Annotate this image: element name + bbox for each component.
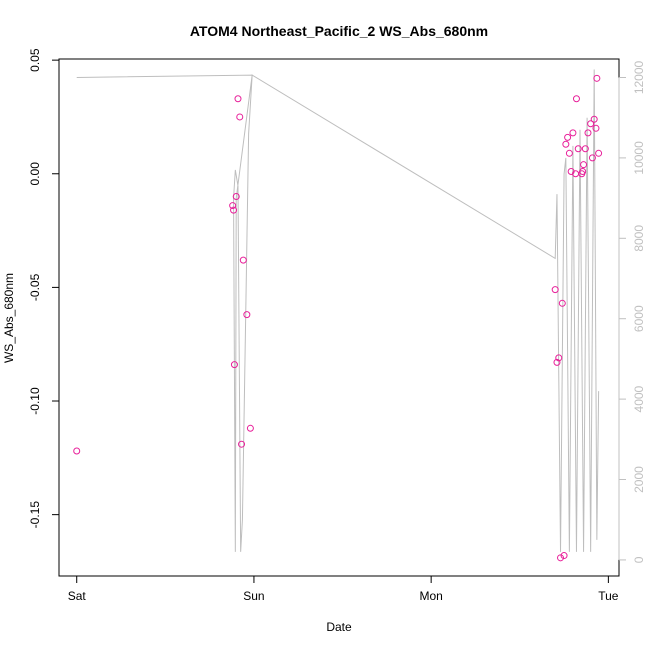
data-point	[560, 552, 568, 560]
data-point	[562, 140, 570, 148]
data-point	[588, 154, 596, 162]
y-tick-label: -0.15	[28, 501, 42, 529]
data-point	[569, 129, 577, 137]
x-tick-label: Sun	[243, 589, 264, 603]
y-axis-right: 0 2000 4000 6000 8000 10000 12000	[618, 60, 646, 563]
data-point	[574, 145, 582, 153]
x-tick-label: Sat	[68, 589, 87, 603]
data-point	[243, 311, 251, 319]
y2-tick-label: 6000	[632, 305, 646, 332]
y-tick-label: -0.10	[28, 387, 42, 415]
chart-title: ATOM4 Northeast_Pacific_2 WS_Abs_680nm	[190, 23, 488, 39]
data-point	[564, 133, 572, 141]
depth-line-layer	[76, 69, 600, 552]
y2-tick-label: 10000	[632, 141, 646, 175]
y-tick-label: 0.05	[28, 48, 42, 72]
x-axis: Sat Sun Mon Tue	[68, 575, 619, 603]
data-point	[246, 424, 254, 432]
plot-frame	[58, 58, 620, 577]
data-point	[557, 554, 565, 562]
data-point	[580, 161, 588, 169]
y-tick-label: 0.00	[28, 162, 42, 186]
data-point	[579, 167, 587, 175]
data-point	[595, 149, 603, 157]
data-point	[558, 299, 566, 307]
y2-tick-label: 4000	[632, 385, 646, 412]
data-point	[239, 256, 247, 264]
data-point	[234, 95, 242, 103]
data-point	[555, 354, 563, 362]
data-point	[229, 202, 237, 210]
x-tick-label: Mon	[419, 589, 442, 603]
x-tick-label: Tue	[598, 589, 619, 603]
y2-tick-label: 12000	[632, 60, 646, 94]
data-point	[572, 95, 580, 103]
data-point	[565, 149, 573, 157]
data-point	[236, 113, 244, 121]
data-point	[592, 124, 600, 132]
data-point	[584, 129, 592, 137]
depth-series-line	[76, 69, 600, 552]
y2-tick-label: 0	[632, 556, 646, 563]
y-tick-label: -0.05	[28, 273, 42, 301]
data-point	[593, 74, 601, 82]
y-axis-label: WS_Abs_680nm	[2, 273, 16, 363]
data-points-layer	[73, 74, 603, 562]
data-point	[551, 286, 559, 294]
data-point	[590, 115, 598, 123]
data-point	[238, 440, 246, 448]
x-axis-label: Date	[326, 620, 352, 634]
data-point	[553, 358, 561, 366]
y-axis-left: 0.05 0.00 -0.05 -0.10 -0.15	[28, 48, 60, 529]
data-point	[587, 120, 595, 128]
data-point	[230, 206, 238, 214]
y2-tick-label: 2000	[632, 466, 646, 493]
data-point	[73, 447, 81, 455]
data-point	[581, 145, 589, 153]
data-point	[232, 192, 240, 200]
y2-tick-label: 8000	[632, 225, 646, 252]
data-point	[230, 361, 238, 369]
